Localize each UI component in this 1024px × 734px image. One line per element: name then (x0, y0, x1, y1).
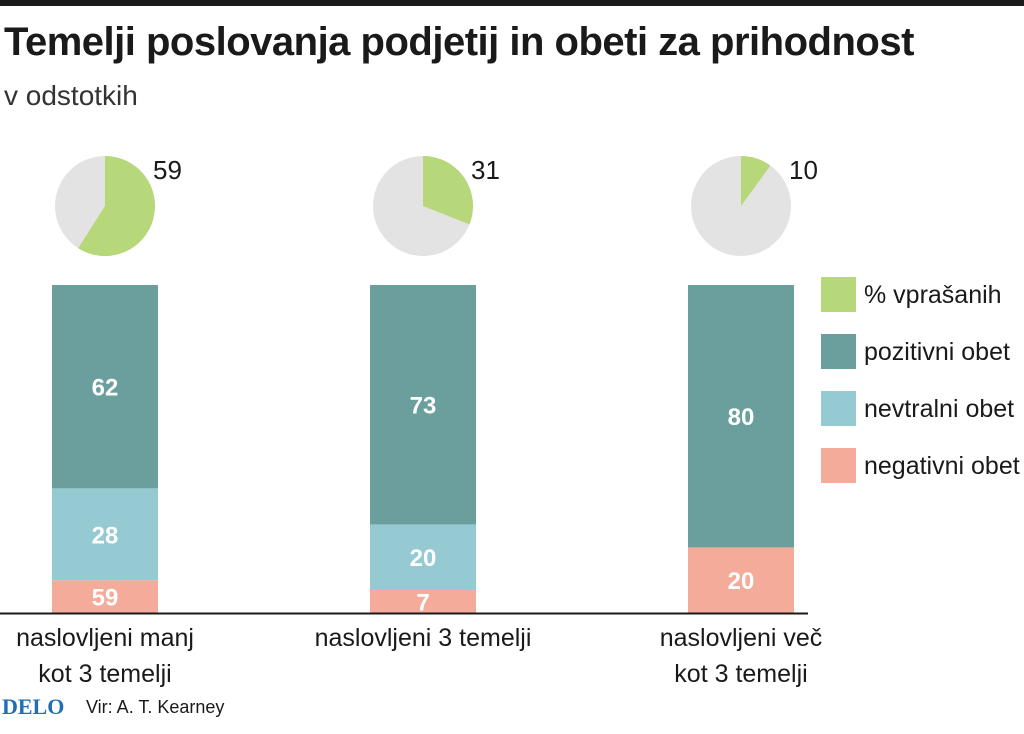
pie-label-1: 59 (153, 155, 182, 185)
legend-label-3: nevtralni obet (864, 395, 1014, 423)
bar-negativni-obet-1 (52, 580, 158, 613)
pie-slice-2 (423, 156, 474, 225)
pie-label-3: 10 (789, 155, 818, 185)
legend-label-1: % vprašanih (864, 281, 1002, 309)
value-label-nevtralni-obet-2: 20 (410, 545, 437, 572)
value-label-nevtralni-obet-1: 28 (92, 522, 119, 549)
value-label-pozitivni-obet-1: 62 (92, 375, 119, 402)
category-label-1-line-1: naslovljeni manj (16, 624, 194, 652)
chart-subtitle: v odstotkih (4, 80, 138, 111)
bar-negativni-obet-3 (688, 547, 794, 613)
value-label-negativni-obet-3: 20 (728, 568, 755, 595)
value-label-pozitivni-obet-2: 73 (410, 393, 437, 420)
chart-title: Temelji poslovanja podjetij in obeti za … (4, 20, 914, 64)
value-label-pozitivni-obet-3: 80 (728, 404, 755, 431)
bar-pozitivni-obet-2 (370, 285, 476, 525)
pie-slice-3 (741, 156, 771, 206)
legend-swatch-4 (821, 448, 856, 483)
category-label-1-line-2: kot 3 temelji (38, 660, 171, 688)
value-label-negativni-obet-1: 59 (92, 585, 119, 612)
value-label-negativni-obet-2: 7 (416, 590, 429, 617)
pie-slice-1 (78, 156, 155, 256)
category-label-3-line-1: naslovljeni več (660, 624, 823, 652)
bar-pozitivni-obet-1 (52, 285, 158, 489)
category-label-3-line-2: kot 3 temelji (674, 660, 807, 688)
bar-nevtralni-obet-2 (370, 524, 476, 591)
legend-swatch-3 (821, 391, 856, 426)
legend-swatch-2 (821, 334, 856, 369)
legend-swatch-1 (821, 277, 856, 312)
pie-label-2: 31 (471, 155, 500, 185)
bar-nevtralni-obet-1 (52, 488, 158, 581)
bar-pozitivni-obet-3 (688, 285, 794, 548)
category-label-2-line-1: naslovljeni 3 temelji (315, 624, 532, 652)
source-note: Vir: A. T. Kearney (86, 697, 225, 717)
top-rule (0, 0, 1024, 6)
delo-logo: DELO (2, 694, 65, 719)
legend-label-2: pozitivni obet (864, 338, 1010, 366)
legend-label-4: negativni obet (864, 452, 1020, 480)
bar-negativni-obet-2 (370, 590, 476, 613)
